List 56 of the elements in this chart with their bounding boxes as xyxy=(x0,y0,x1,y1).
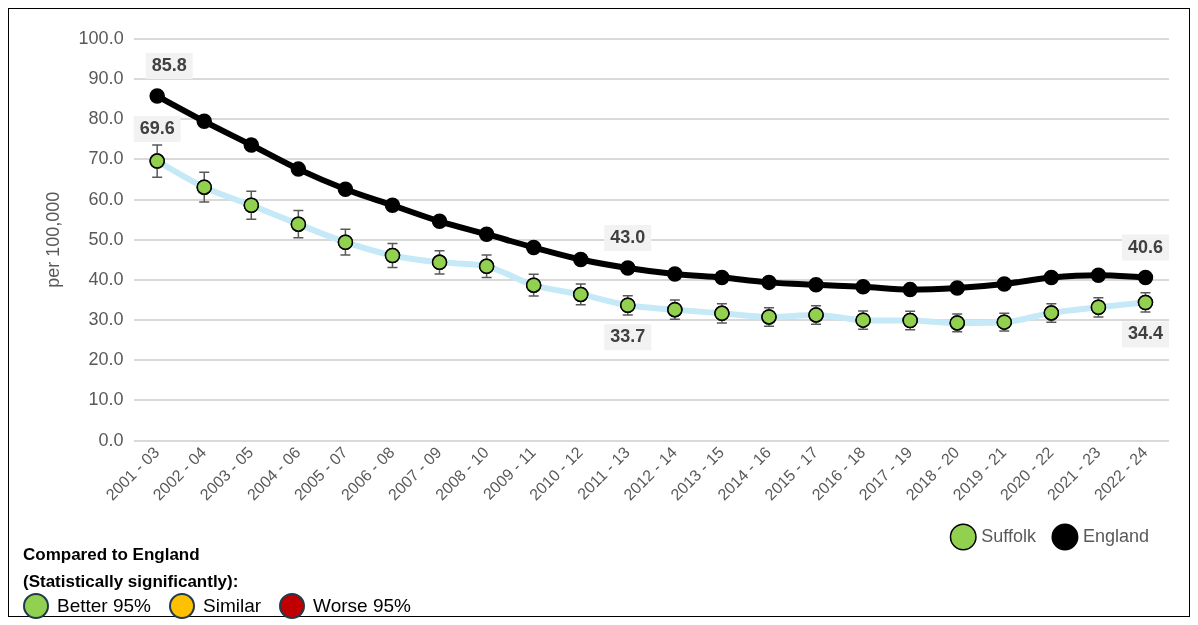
y-tick-label: 30.0 xyxy=(88,309,124,330)
y-tick-label: 50.0 xyxy=(88,228,124,249)
point xyxy=(808,277,824,293)
point xyxy=(620,260,636,276)
point xyxy=(667,266,683,282)
point xyxy=(337,181,354,197)
text: Better 95% xyxy=(57,595,151,617)
point xyxy=(337,234,354,250)
point xyxy=(243,137,260,153)
data-label: 43.0 xyxy=(610,226,646,247)
point xyxy=(1137,269,1154,286)
y-tick-label: 100.0 xyxy=(78,27,124,48)
point xyxy=(478,226,495,242)
point xyxy=(196,113,212,130)
point xyxy=(572,251,589,268)
point xyxy=(431,254,448,271)
point xyxy=(1090,267,1107,283)
point xyxy=(525,277,542,293)
point xyxy=(949,280,965,296)
y-tick-label: 70.0 xyxy=(88,148,124,169)
point xyxy=(384,197,401,214)
y-axis-title: per 100,000 xyxy=(42,191,63,288)
text: (Statistically significantly): xyxy=(23,571,239,593)
legend-label: Suffolk xyxy=(981,525,1037,546)
point xyxy=(855,279,871,295)
data-label: 34.4 xyxy=(1127,323,1163,344)
point xyxy=(525,239,542,256)
text: Similar xyxy=(203,595,262,617)
y-tick-label: 10.0 xyxy=(88,389,124,410)
text: Worse 95% xyxy=(313,595,411,617)
text: Compared to England xyxy=(23,544,201,566)
point xyxy=(431,213,448,230)
point xyxy=(290,216,307,232)
data-label: 40.6 xyxy=(1127,236,1163,257)
y-tick-label: 60.0 xyxy=(88,188,124,209)
y-tick-label: 80.0 xyxy=(88,108,124,129)
point xyxy=(714,269,730,286)
point xyxy=(478,258,495,275)
y-tick-label: 90.0 xyxy=(88,68,124,89)
point xyxy=(902,281,918,298)
point xyxy=(290,161,307,177)
point xyxy=(996,276,1013,292)
point xyxy=(243,197,260,214)
data-label: 69.6 xyxy=(139,118,175,139)
y-tick-label: 20.0 xyxy=(88,349,124,370)
y-tick-label: 40.0 xyxy=(88,268,124,289)
data-label: 85.8 xyxy=(151,55,187,75)
point xyxy=(196,179,212,195)
point xyxy=(761,274,777,291)
point xyxy=(149,153,165,169)
point xyxy=(149,88,165,104)
point xyxy=(384,247,401,264)
data-label: 33.7 xyxy=(610,326,646,347)
point xyxy=(1043,269,1060,286)
y-tick-label: 0.0 xyxy=(98,429,124,450)
legend-label: England xyxy=(1082,525,1149,546)
